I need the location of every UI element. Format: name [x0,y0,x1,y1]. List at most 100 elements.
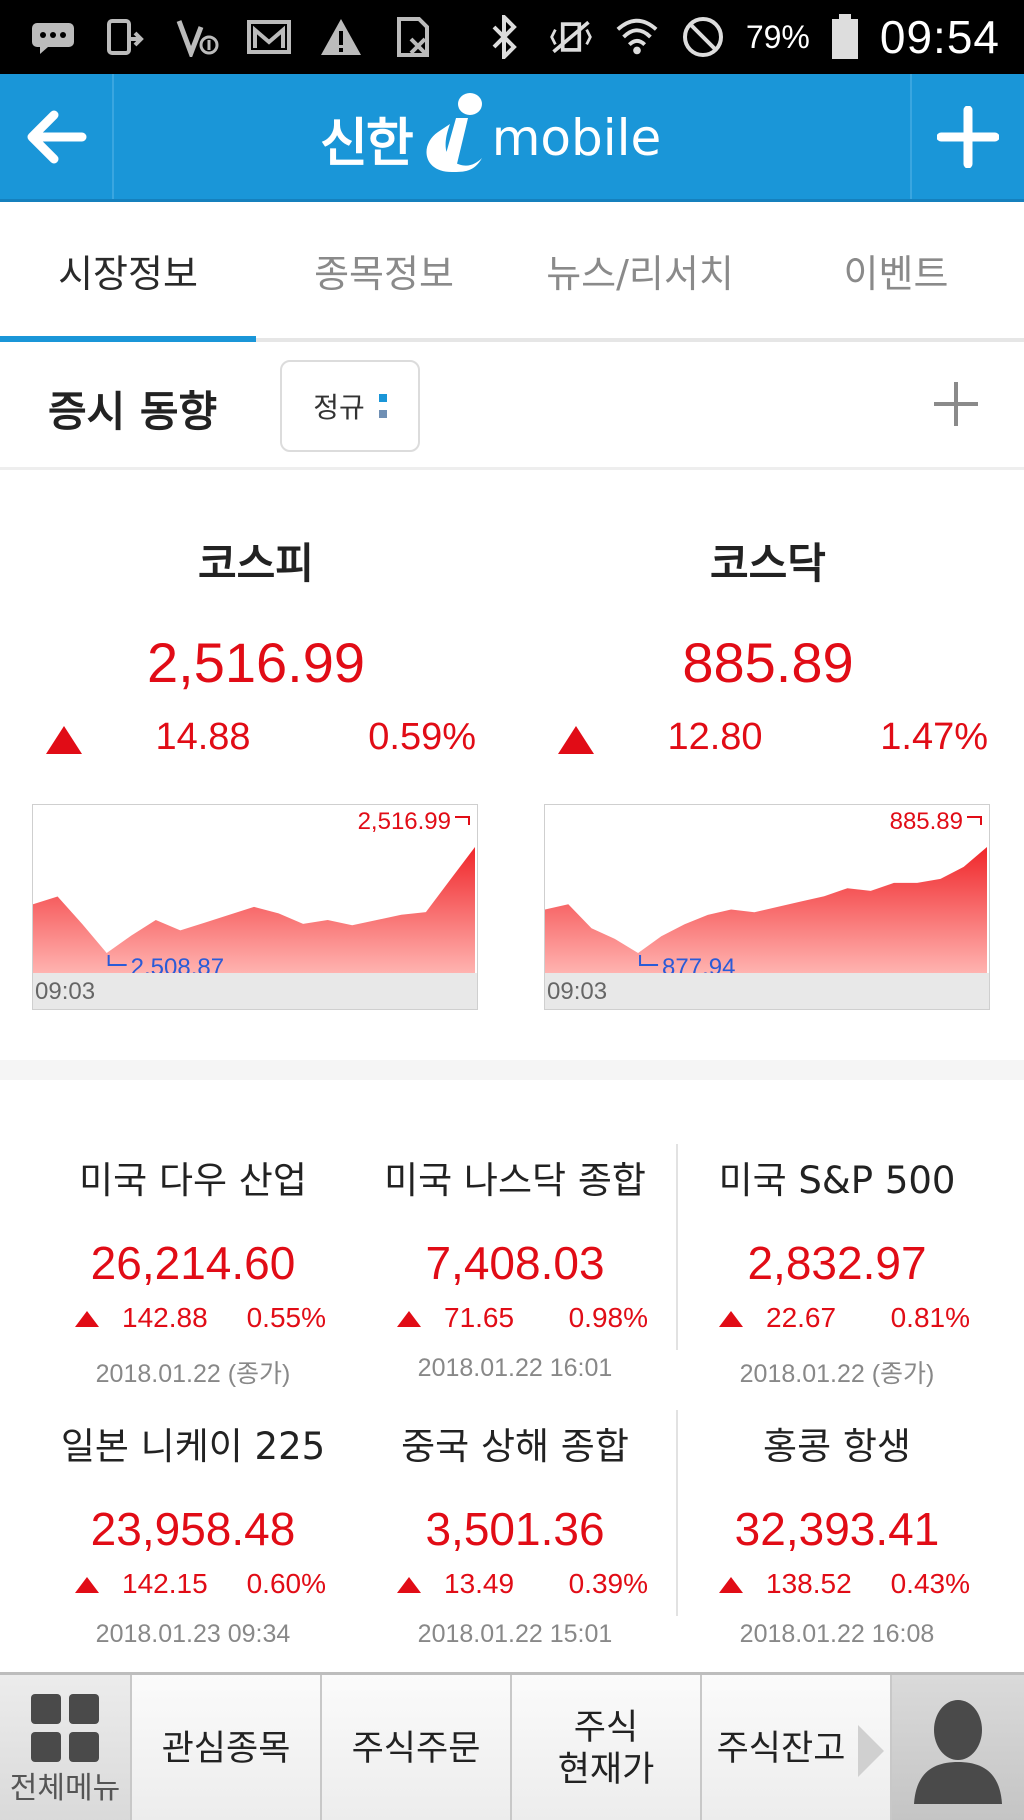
grid-menu-icon [31,1694,99,1762]
warning-icon [318,17,364,57]
do-not-disturb-icon [680,17,726,57]
world-index-value: 2,832.97 [747,1237,927,1289]
stock-balance-button[interactable]: 주식잔고 [702,1675,892,1820]
battery-percent: 79% [745,18,810,55]
world-index-name: 미국 S&P 500 [718,1159,956,1202]
world-index-value: 32,393.41 [734,1503,940,1555]
chevron-right-icon[interactable] [854,1721,888,1781]
index-value: 885.89 [682,631,854,694]
bluetooth-icon [482,15,528,59]
up-triangle-icon [46,726,82,754]
column-separator [676,1144,678,1350]
world-index-change: 13.49 [444,1568,515,1599]
session-selector[interactable]: 정규 [280,360,420,452]
stock-order-button[interactable]: 주식주문 [322,1675,512,1820]
intraday-chart: 885.89 877.94 09:03 [544,804,990,1010]
chart-high-label: 2,516.99 [358,808,451,835]
session-label: 정규 [313,391,365,424]
index-percent: 1.47% [880,716,988,758]
world-index-date: 2018.01.22 (종가) [95,1360,291,1388]
up-triangle-icon [397,1577,421,1593]
world-index-dow[interactable]: 미국 다우 산업 26,214.60 142.88 0.55% 2018.01.… [32,1140,354,1406]
all-menu-button[interactable]: 전체메뉴 [0,1675,132,1820]
world-index-sp500[interactable]: 미국 S&P 500 2,832.97 22.67 0.81% 2018.01.… [676,1140,998,1406]
chart-high-marker [967,816,982,825]
no-sim-icon [390,17,436,57]
index-card-kospi[interactable]: 코스피 2,516.99 14.88 0.59% 2,516.99 2,508.8… [0,470,512,1060]
add-section-icon[interactable] [924,372,988,436]
up-triangle-icon [397,1311,421,1327]
tab-events[interactable]: 이벤트 [843,251,949,296]
world-index-shanghai[interactable]: 중국 상해 종합 3,501.36 13.49 0.39% 2018.01.22… [354,1406,676,1672]
arrow-left-icon [27,110,87,163]
intraday-chart: 2,516.99 2,508.87 09:03 [32,804,478,1010]
all-menu-label: 전체메뉴 [9,1771,121,1806]
wifi-icon [614,17,660,57]
battery-icon [830,14,860,59]
device-transfer-icon [102,17,148,57]
stock-quote-button[interactable]: 주식 현재가 [512,1675,702,1820]
bottom-quick-menu: 전체메뉴 관심종목 주식주문 주식 현재가 주식잔고 [0,1672,1024,1820]
world-index-percent: 0.98% [568,1302,648,1333]
main-tabs: 시장정보 종목정보 뉴스/리서치 이벤트 [0,202,1024,342]
world-index-value: 7,408.03 [425,1237,605,1289]
world-index-name: 일본 니케이 225 [60,1425,326,1468]
world-index-name: 미국 다우 산업 [79,1159,307,1202]
world-index-nasdaq[interactable]: 미국 나스닥 종합 7,408.03 71.65 0.98% 2018.01.2… [354,1140,676,1406]
world-index-percent: 0.55% [246,1302,326,1333]
up-triangle-icon [558,726,594,754]
up-triangle-icon [75,1311,99,1327]
chart-low-marker [107,955,127,966]
vibrate-mute-icon [548,17,594,57]
section-title: 증시 동향 [48,387,218,436]
app-logo: 신한 mobile [320,88,700,188]
profile-button[interactable] [892,1675,1024,1820]
missed-call-icon [174,17,220,57]
world-index-change: 142.88 [122,1302,208,1333]
world-index-percent: 0.81% [890,1302,970,1333]
clock: 09:54 [879,11,1000,63]
up-triangle-icon [719,1577,743,1593]
app-header: 신한 mobile [0,74,1024,202]
plus-icon [937,105,999,168]
watchlist-button[interactable]: 관심종목 [132,1675,322,1820]
mail-icon [246,17,292,57]
world-index-date: 2018.01.22 15:01 [417,1620,613,1648]
world-index-name: 미국 나스닥 종합 [384,1159,646,1202]
world-index-change: 22.67 [766,1302,837,1333]
world-index-value: 23,958.48 [90,1503,296,1555]
index-value: 2,516.99 [147,631,365,694]
tab-stock-info[interactable]: 종목정보 [314,251,454,296]
back-button[interactable] [0,74,114,199]
world-index-value: 3,501.36 [425,1503,605,1555]
world-index-nikkei[interactable]: 일본 니케이 225 23,958.48 142.15 0.60% 2018.0… [32,1406,354,1672]
chart-low-marker [639,955,659,966]
world-index-percent: 0.60% [246,1568,326,1599]
status-bar: 79% 09:54 [0,0,1024,74]
world-index-date: 2018.01.22 16:08 [739,1620,935,1648]
section-divider [0,1060,1024,1080]
logo-i-icon [426,93,482,172]
world-index-change: 142.15 [122,1568,208,1599]
add-button[interactable] [910,74,1024,199]
up-triangle-icon [719,1311,743,1327]
chart-high-label: 885.89 [890,808,963,835]
world-index-value: 26,214.60 [90,1237,296,1289]
tab-market-info[interactable]: 시장정보 [0,202,256,342]
index-card-kosdaq[interactable]: 코스닥 885.89 12.80 1.47% 885.89 877.94 09:0… [512,470,1024,1060]
world-index-percent: 0.39% [568,1568,648,1599]
market-trend-header: 증시 동향 정규 [0,342,1024,470]
world-index-change: 138.52 [766,1568,852,1599]
chart-area [545,847,987,973]
logo-text-korean: 신한 [320,113,414,174]
world-index-name: 홍콩 항생 [763,1425,911,1468]
column-separator [676,1410,678,1616]
logo-text-english: mobile [491,109,662,167]
world-index-date: 2018.01.22 (종가) [739,1360,935,1388]
chart-high-marker [455,816,470,825]
chart-area [33,847,475,973]
tab-news-research[interactable]: 뉴스/리서치 [546,251,734,296]
more-dots-icon [378,394,387,418]
world-index-hangseng[interactable]: 홍콩 항생 32,393.41 138.52 0.43% 2018.01.22 … [676,1406,998,1672]
index-name: 코스피 [198,539,314,588]
